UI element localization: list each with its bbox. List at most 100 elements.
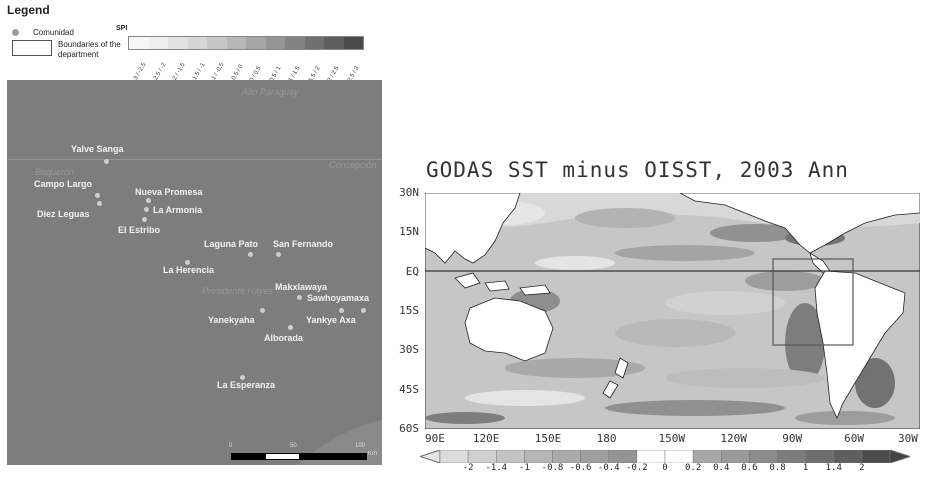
colorbar-segment <box>608 450 638 463</box>
department-boundary-line <box>7 159 382 160</box>
community-point <box>361 308 366 313</box>
paraguay-map: Alto Paraguay Boquerón Concepción Presid… <box>7 80 382 465</box>
latitude-label: 30S <box>399 343 419 357</box>
spi-color-bar <box>128 36 364 50</box>
colorbar-label: -1.4 <box>485 463 508 473</box>
community-label: Laguna Pato <box>204 239 259 249</box>
region-box <box>772 258 854 346</box>
longitude-label: 90E <box>425 432 445 445</box>
colorbar-label: -0.8 <box>541 463 564 473</box>
colorbar-segment <box>439 450 469 463</box>
region-label-boqueron: Boquerón <box>35 167 75 177</box>
sst-colorbar <box>420 450 910 463</box>
community-label: La Herencia <box>163 265 215 275</box>
colorbar-label: 0 <box>662 463 668 473</box>
spi-color-cell <box>187 37 207 49</box>
community-point <box>240 375 245 380</box>
longitude-label: 30W <box>898 432 918 445</box>
spi-title: SPI <box>116 25 128 32</box>
colorbar-label: 1.4 <box>825 463 842 473</box>
community-label: Sawhoyamaxa <box>307 293 370 303</box>
colorbar-segment <box>636 450 666 463</box>
spi-color-cell <box>304 37 324 49</box>
community-point <box>260 308 265 313</box>
legend-title: Legend <box>7 3 50 17</box>
colorbar-segment <box>580 450 609 463</box>
colorbar-label: -0.4 <box>597 463 620 473</box>
legend-boundary-label: Boundaries of the department <box>58 40 121 60</box>
community-label: La Armonia <box>153 205 203 215</box>
colorbar-label: 1 <box>802 463 809 473</box>
community-point <box>288 325 293 330</box>
colorbar-label: 0.4 <box>713 463 730 473</box>
community-point <box>248 252 253 257</box>
community-point <box>297 295 302 300</box>
scale-bar <box>231 453 367 460</box>
colorbar-segment <box>777 450 806 463</box>
community-label: Yalve Sanga <box>71 144 124 154</box>
spi-color-cell <box>168 37 188 49</box>
community-point <box>97 201 102 206</box>
spi-color-cell <box>265 37 285 49</box>
community-label: Diez Leguas <box>37 209 90 219</box>
community-label: El Estribo <box>118 225 161 235</box>
colorbar-segment <box>552 450 581 463</box>
spi-color-cell <box>246 37 266 49</box>
latitude-label: 15N <box>399 225 419 239</box>
spi-color-cell <box>285 37 305 49</box>
colorbar-label: 0.8 <box>769 463 786 473</box>
community-point <box>339 308 344 313</box>
community-point <box>185 260 190 265</box>
longitude-label: 150W <box>658 432 686 445</box>
region-label-concepcion: Concepción <box>329 160 377 170</box>
colorbar-segment <box>861 450 891 463</box>
longitude-label: 180 <box>596 432 617 445</box>
latitude-label: 45S <box>399 382 419 396</box>
scale-label-100: 100 <box>355 443 366 449</box>
land-masses <box>425 193 920 420</box>
longitude-label: 60W <box>844 432 864 445</box>
colorbar-label: 0.2 <box>684 463 702 473</box>
community-point <box>95 193 100 198</box>
colorbar-max-arrow <box>889 450 910 463</box>
colorbar-segment <box>805 450 834 463</box>
colorbar-segment <box>496 450 525 463</box>
latitude-label: 60S <box>399 422 419 435</box>
longitude-label: 120E <box>472 432 500 445</box>
community-point-icon <box>12 29 19 36</box>
scale-label-km: Km <box>368 451 377 457</box>
community-label: Alborada <box>264 333 304 343</box>
community-point <box>146 198 151 203</box>
sst-difference-map <box>425 193 920 429</box>
spi-color-cell <box>324 37 344 49</box>
community-label: Nueva Promesa <box>135 187 203 197</box>
legend-boundary-label-line1: Boundaries of the <box>58 40 121 49</box>
community-label: Campo Largo <box>34 179 93 189</box>
spi-color-cell <box>207 37 227 49</box>
colorbar-label: -0.2 <box>626 463 648 473</box>
latitude-label: 15S <box>399 304 419 317</box>
legend-community-label: Comunidad <box>33 28 74 37</box>
longitude-label: 120W <box>720 432 747 445</box>
spi-color-cell <box>148 37 168 49</box>
community-point <box>276 252 281 257</box>
community-label: Yanekyaha <box>208 315 255 325</box>
colorbar-label: 2 <box>859 463 865 473</box>
legend-boundary-row: Boundaries of the department <box>12 40 121 60</box>
colorbar-min-arrow <box>420 450 441 463</box>
community-point <box>142 217 147 222</box>
colorbar-segment <box>467 450 497 463</box>
colorbar-segment <box>692 450 722 463</box>
colorbar-segment <box>749 450 778 463</box>
region-label-alto-paraguay: Alto Paraguay <box>242 87 299 97</box>
legend-community-row: Comunidad <box>12 28 74 37</box>
latitude-label: EQ <box>405 264 419 278</box>
latitude-label: 30N <box>399 186 419 199</box>
colorbar-segment <box>524 450 553 463</box>
anomaly-patches <box>425 193 920 425</box>
spi-color-cell <box>129 37 149 49</box>
colorbar-segment <box>721 450 750 463</box>
spi-color-cell <box>343 37 363 49</box>
community-point <box>144 207 149 212</box>
colorbar-label: -2 <box>462 463 474 473</box>
